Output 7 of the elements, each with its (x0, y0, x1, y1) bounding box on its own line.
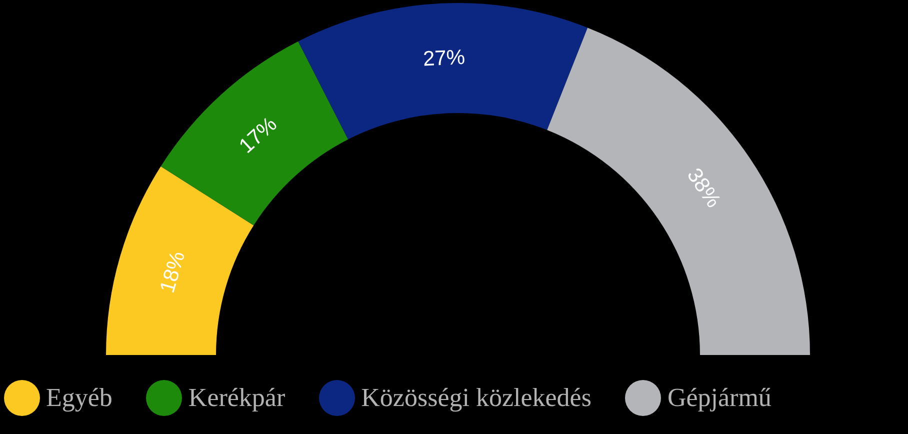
data-label: 17% (234, 112, 282, 158)
legend-label: Gépjármű (667, 383, 772, 413)
data-label: 27% (422, 46, 466, 71)
legend-label: Egyéb (46, 383, 112, 413)
data-label: 18% (156, 248, 190, 296)
legend-label: Közösségi közlekedés (361, 383, 592, 413)
legend-label: Kerékpár (188, 383, 286, 413)
